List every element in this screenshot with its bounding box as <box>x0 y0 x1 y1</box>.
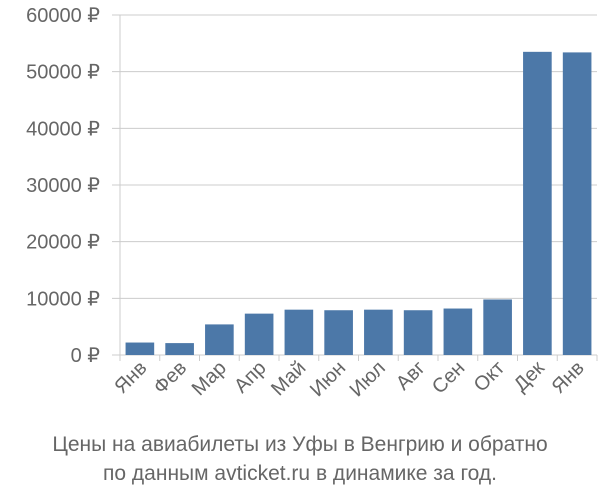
axes <box>119 15 598 361</box>
bars <box>125 51 592 356</box>
x-tick-label: Янв <box>548 357 589 398</box>
bar <box>205 324 234 355</box>
bar <box>443 308 473 355</box>
y-tick-label: 30000 ₽ <box>26 175 100 197</box>
y-tick-label: 40000 ₽ <box>26 118 100 140</box>
y-tick-label: 50000 ₽ <box>26 62 100 84</box>
bar <box>284 309 314 355</box>
bar <box>562 52 592 356</box>
bar <box>403 310 433 355</box>
y-tick-label: 10000 ₽ <box>26 288 100 310</box>
price-bar-chart: 0 ₽ 10000 ₽ 20000 ₽ 30000 ₽ 40000 ₽ 50000 ₽ 60… <box>26 5 598 401</box>
y-tick-label: 20000 ₽ <box>26 232 100 254</box>
y-tick-label: 0 ₽ <box>71 345 101 367</box>
bar <box>523 51 552 355</box>
x-tick-label: Дек <box>510 357 549 396</box>
x-tick-label: Сен <box>428 357 469 398</box>
x-tick-label: Апр <box>230 357 271 398</box>
bar <box>165 343 194 355</box>
bar <box>483 299 512 355</box>
x-tick-label: Июн <box>306 357 350 401</box>
bar <box>364 309 393 355</box>
caption-line-2: по данным avticket.ru в динамике за год. <box>103 462 497 485</box>
y-tick-labels: 0 ₽ 10000 ₽ 20000 ₽ 30000 ₽ 40000 ₽ 50000 ₽ 60… <box>26 5 100 367</box>
bar <box>125 342 155 355</box>
x-tick-label: Май <box>267 357 310 400</box>
x-tick-label: Мар <box>188 357 231 400</box>
chart-caption: Цены на авиабилеты из Уфы в Венгрию и об… <box>0 430 600 488</box>
x-tick-label: Июл <box>346 357 390 401</box>
x-tick-label: Янв <box>110 357 151 398</box>
x-tick-label: Фев <box>149 357 191 399</box>
gridlines <box>112 14 597 356</box>
x-tick-label: Окт <box>470 357 509 396</box>
bar <box>324 310 353 355</box>
y-tick-label: 60000 ₽ <box>26 5 100 27</box>
x-tick-label: Авг <box>392 357 430 395</box>
bar <box>244 313 274 355</box>
caption-line-1: Цены на авиабилеты из Уфы в Венгрию и об… <box>52 433 548 456</box>
